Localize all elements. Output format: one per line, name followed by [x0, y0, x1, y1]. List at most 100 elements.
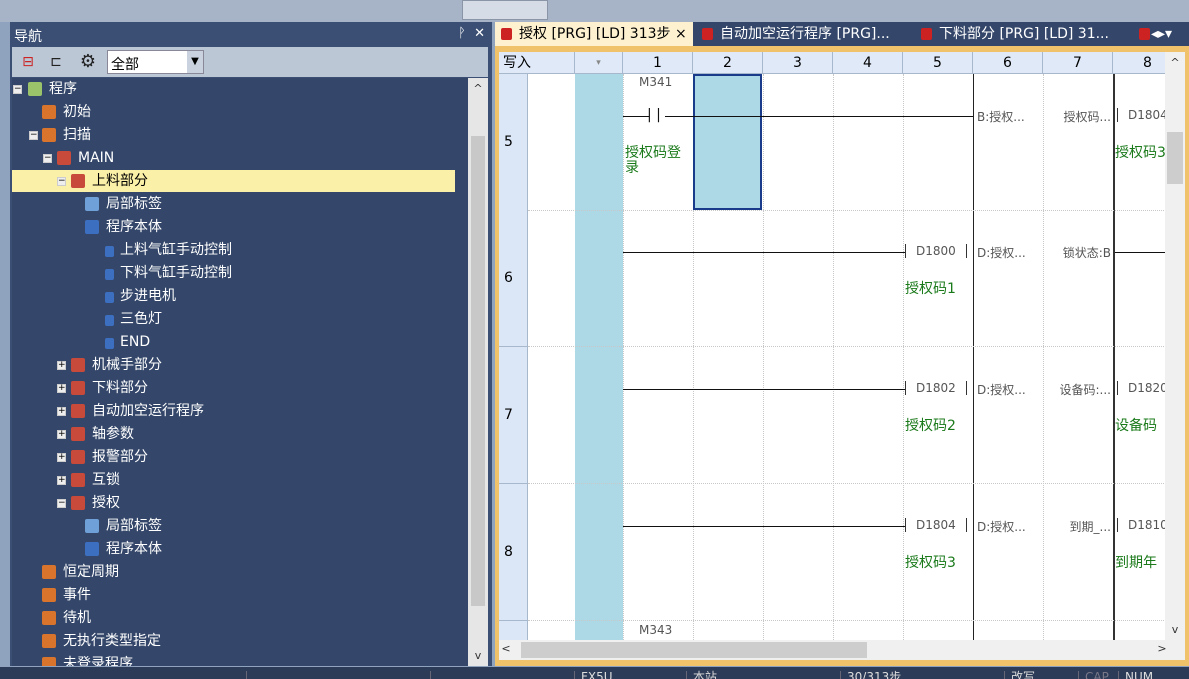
- tree-item-label: END: [120, 334, 151, 350]
- tree-item[interactable]: 初始: [12, 101, 468, 123]
- collapse-icon[interactable]: −: [43, 153, 52, 163]
- tree-item[interactable]: + 机械手部分: [12, 354, 468, 376]
- mode-dropdown-icon[interactable]: ▾: [575, 52, 623, 74]
- body-icon: [105, 315, 114, 326]
- close-tab-icon[interactable]: ×: [674, 26, 687, 42]
- collapse-icon[interactable]: −: [29, 130, 38, 140]
- tab-auto-run[interactable]: 自动加空运行程序 [PRG]...: [696, 22, 914, 46]
- filter-select[interactable]: 全部 ▼: [107, 50, 204, 74]
- device-operand: D1800: [905, 244, 967, 258]
- wire: [623, 116, 649, 117]
- tree-item[interactable]: − MAIN: [12, 147, 468, 169]
- program-block-icon: [71, 404, 85, 418]
- tree-item[interactable]: 无执行类型指定: [12, 630, 468, 652]
- expand-icon[interactable]: +: [57, 360, 66, 370]
- rung-number: 7: [499, 347, 528, 484]
- body-icon: [105, 338, 114, 349]
- tree-item[interactable]: 三色灯: [12, 308, 468, 330]
- tree-item[interactable]: − 上料部分: [12, 170, 455, 192]
- top-toolbar-area: [0, 0, 1189, 22]
- tree-item-label: 扫描: [63, 127, 91, 143]
- expand-icon[interactable]: +: [57, 452, 66, 462]
- tree-item-label: 局部标签: [106, 196, 162, 212]
- tree-item-label: 轴参数: [92, 426, 134, 442]
- tree-item-label: 三色灯: [120, 311, 162, 327]
- status-num: NUM: [1118, 671, 1153, 679]
- tree-item[interactable]: 下料气缸手动控制: [12, 262, 468, 284]
- tab-unload[interactable]: 下料部分 [PRG] [LD] 31...: [915, 22, 1135, 46]
- folder-icon: [42, 565, 56, 579]
- expand-icon[interactable]: +: [57, 406, 66, 416]
- instruction-arg: D:授权...: [977, 520, 1026, 534]
- horizontal-scrollbar[interactable]: < >: [499, 640, 1185, 660]
- vertical-scrollbar[interactable]: ^ v: [1165, 52, 1185, 640]
- instruction-arg: 设备码:...: [1059, 383, 1112, 397]
- status-station: 本站: [686, 671, 717, 679]
- tree-view-icon[interactable]: ⊏: [50, 54, 62, 70]
- wire: [665, 116, 973, 117]
- tree-item[interactable]: 局部标签: [12, 515, 468, 537]
- column-header: 7: [1043, 52, 1113, 74]
- tree-item[interactable]: + 下料部分: [12, 377, 468, 399]
- tree-item[interactable]: END: [12, 331, 468, 353]
- collapse-icon[interactable]: −: [57, 498, 66, 508]
- grid-divider: [1113, 74, 1115, 640]
- tree-item-label: 局部标签: [106, 518, 162, 534]
- collapse-icon[interactable]: −: [13, 84, 22, 94]
- tab-label: 下料部分 [PRG] [LD] 31...: [939, 26, 1109, 42]
- tree-item[interactable]: 程序本体: [12, 538, 468, 560]
- expand-icon[interactable]: +: [57, 429, 66, 439]
- chevron-down-icon[interactable]: ▼: [187, 51, 203, 73]
- tree-item[interactable]: 事件: [12, 584, 468, 606]
- tree-item-label: 程序本体: [106, 219, 162, 235]
- tree-item[interactable]: 程序本体: [12, 216, 468, 238]
- device-operand: D1810: [1117, 518, 1165, 532]
- grid-divider: [903, 74, 904, 640]
- ladder-grid[interactable]: 写入 ▾ 1 2 3 4 5 6 7 8 5 M341 | | 授权码登录 B:授权... 授权码... D18…: [499, 52, 1165, 640]
- expand-icon[interactable]: +: [57, 383, 66, 393]
- contact-device: M341: [639, 75, 673, 89]
- tree-item[interactable]: 步进电机: [12, 285, 468, 307]
- tree-item-label: 下料部分: [92, 380, 148, 396]
- label-icon: [85, 197, 99, 211]
- selected-cell[interactable]: [693, 74, 762, 210]
- tree-item[interactable]: 恒定周期: [12, 561, 468, 583]
- tree-item[interactable]: − 授权: [12, 492, 468, 514]
- grid-divider: [1043, 74, 1044, 640]
- contact-device: M343: [639, 623, 673, 637]
- tree-item[interactable]: 局部标签: [12, 193, 468, 215]
- column-header: 4: [833, 52, 903, 74]
- tab-nav-arrows[interactable]: ◂▸▾: [1137, 22, 1189, 46]
- tree-item[interactable]: − 扫描: [12, 124, 468, 146]
- tree-item[interactable]: 上料气缸手动控制: [12, 239, 468, 261]
- row-divider: [528, 620, 1165, 621]
- row-divider: [528, 346, 1165, 347]
- device-comment: 授权码3: [1115, 145, 1165, 161]
- tree-item[interactable]: − 程序: [12, 78, 468, 100]
- tree-scrollbar[interactable]: ^ v: [468, 78, 488, 666]
- wire: [623, 526, 905, 527]
- label-icon: [85, 519, 99, 533]
- tree-item[interactable]: + 互锁: [12, 469, 468, 491]
- tree-item[interactable]: + 轴参数: [12, 423, 468, 445]
- close-icon[interactable]: ✕: [474, 26, 485, 41]
- expand-icon[interactable]: +: [57, 475, 66, 485]
- gear-icon[interactable]: ⚙: [79, 51, 97, 72]
- tree-item[interactable]: 未登录程序: [12, 653, 468, 666]
- toolbar-icons[interactable]: [462, 0, 548, 20]
- export-icon[interactable]: ⊟: [22, 54, 34, 70]
- tree-item-label: 步进电机: [120, 288, 176, 304]
- program-block-icon: [71, 174, 85, 188]
- tree-item[interactable]: + 报警部分: [12, 446, 468, 468]
- pin-icon[interactable]: ᚹ: [458, 26, 466, 41]
- tab-auth[interactable]: 授权 [PRG] [LD] 313步 ×: [495, 22, 693, 46]
- tree-item[interactable]: + 自动加空运行程序: [12, 400, 468, 422]
- mode-select[interactable]: 写入: [499, 52, 575, 74]
- tree-item-label: 待机: [63, 610, 91, 626]
- status-step: 30/313步: [840, 671, 901, 679]
- panel-controls: ᚹ ✕: [458, 26, 485, 41]
- body-icon: [85, 542, 99, 556]
- collapse-icon[interactable]: −: [57, 176, 66, 186]
- tree-item[interactable]: 待机: [12, 607, 468, 629]
- tree-item-label: 下料气缸手动控制: [120, 265, 232, 281]
